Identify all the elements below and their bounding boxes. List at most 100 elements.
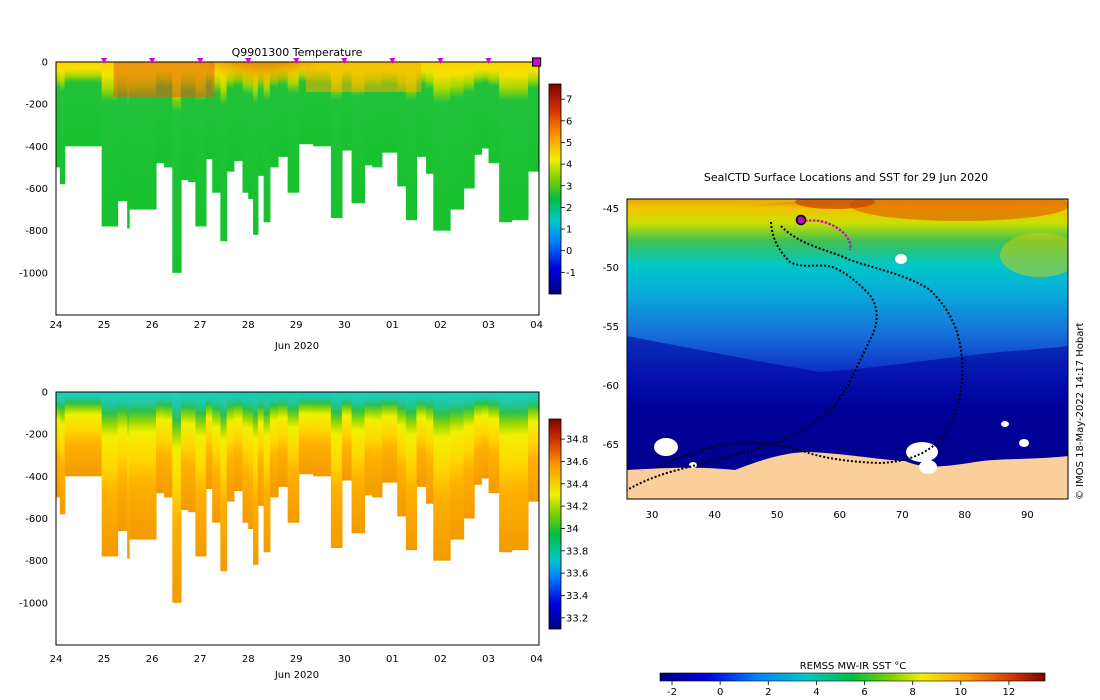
temperature-profile-column bbox=[129, 62, 144, 210]
map-y-tick-label: -60 bbox=[603, 381, 619, 392]
salinity-profile-column bbox=[257, 392, 265, 506]
x-tick-label: 24 bbox=[50, 654, 63, 665]
map-y-tick-label: -55 bbox=[603, 322, 619, 333]
map-x-tick-label: 30 bbox=[646, 510, 659, 521]
fresh-surface-layer bbox=[157, 392, 378, 431]
colorbar-tick-label: 34.2 bbox=[566, 502, 588, 513]
temperature-profile-column bbox=[463, 62, 475, 189]
map-x-ticks: 30 40 50 60 70 80 90 bbox=[646, 510, 1034, 521]
salinity-profile-column bbox=[488, 392, 500, 494]
x-tick-label: 26 bbox=[146, 320, 159, 331]
salinity-profile-column bbox=[474, 392, 482, 485]
x-tick-label: 03 bbox=[482, 654, 495, 665]
salinity-profile-column bbox=[341, 392, 353, 481]
temperature-profile-column bbox=[511, 62, 529, 221]
y-tick-label: -800 bbox=[25, 556, 48, 567]
sst-warm-patch-west bbox=[795, 199, 875, 209]
x-tick-label: 27 bbox=[194, 654, 207, 665]
temperature-profile-column bbox=[220, 62, 228, 242]
temperature-profile-column bbox=[341, 62, 353, 151]
colorbar-tick-label: 33.8 bbox=[566, 546, 588, 557]
temperature-profile-column bbox=[474, 62, 482, 155]
colorbar-tick-label: 6 bbox=[566, 116, 572, 127]
map-x-tick-label: 90 bbox=[1021, 510, 1034, 521]
y-tick-label: 0 bbox=[42, 388, 48, 399]
salinity-profile-column bbox=[481, 392, 490, 479]
salinity-profile-column bbox=[269, 392, 279, 498]
temperature-profile-column bbox=[416, 62, 427, 157]
temperature-profile-column bbox=[180, 62, 189, 181]
x-tick-label: 02 bbox=[434, 654, 447, 665]
temperature-profile-column bbox=[450, 62, 465, 210]
salinity-profile-column bbox=[364, 392, 373, 496]
salinity-profile-column bbox=[263, 392, 271, 553]
colorbar-tick-label: 34 bbox=[566, 524, 579, 535]
recent-track bbox=[800, 219, 852, 251]
sst-colorbar-tick-label: 0 bbox=[717, 687, 723, 698]
colorbar-tick-label: 33.2 bbox=[566, 613, 588, 624]
y-tick-label: -1000 bbox=[19, 268, 48, 279]
latest-profile-marker bbox=[531, 57, 542, 67]
temperature-profile-column bbox=[488, 62, 500, 164]
salinity-colorbar bbox=[548, 418, 562, 630]
profile-marker bbox=[149, 58, 156, 64]
temperature-profile-column bbox=[155, 62, 165, 164]
salinity-profile-column bbox=[164, 392, 173, 498]
temperature-profile-column bbox=[481, 62, 490, 149]
x-tick-label: 27 bbox=[194, 320, 207, 331]
temperature-profile-column bbox=[127, 62, 130, 229]
x-tick-label: 04 bbox=[530, 654, 543, 665]
temperature-y-ticks: 0 -200 -400 -600 -800 -1000 bbox=[19, 58, 48, 280]
temperature-profile-column bbox=[405, 62, 418, 221]
colorbar-tick-label: 33.6 bbox=[566, 569, 588, 580]
salinity-profile-column bbox=[381, 392, 398, 483]
colorbar-tick-label: 5 bbox=[566, 138, 572, 149]
salinity-profile-column bbox=[195, 392, 207, 557]
sst-colorbar-tick-label: 6 bbox=[861, 687, 867, 698]
x-tick-label: 01 bbox=[386, 654, 399, 665]
colorbar-tick-label: 4 bbox=[566, 160, 572, 171]
colorbar-tick-label: 34.8 bbox=[566, 435, 588, 446]
colorbar-tick-label: 3 bbox=[566, 181, 572, 192]
sst-warm-patch-east bbox=[850, 199, 1068, 221]
x-tick-label: 25 bbox=[98, 654, 111, 665]
antarctica-land bbox=[627, 452, 1068, 499]
sst-colorbar bbox=[659, 672, 1046, 682]
sea-ice-3 bbox=[919, 460, 937, 474]
salinity-profile-column bbox=[433, 392, 451, 561]
salinity-profile-column bbox=[117, 392, 128, 532]
salinity-profile-column bbox=[416, 392, 427, 487]
salinity-profile-column bbox=[220, 392, 228, 572]
profile-marker bbox=[389, 58, 396, 64]
temperature-profile-column bbox=[433, 62, 451, 231]
temperature-section-plot: Q9901300 Temperature 24 25 26 27 28 29 30 01 02 0… bbox=[19, 46, 576, 352]
salinity-profile-column bbox=[253, 392, 259, 565]
temperature-profile-column bbox=[64, 62, 79, 147]
x-tick-label: 25 bbox=[98, 320, 111, 331]
salinity-profile-column bbox=[77, 392, 103, 477]
sea-ice-1 bbox=[654, 438, 678, 456]
map-y-tick-label: -50 bbox=[603, 263, 619, 274]
salinity-profile-column bbox=[212, 392, 221, 523]
y-tick-label: -400 bbox=[25, 472, 48, 483]
salinity-profile-column bbox=[287, 392, 300, 523]
sst-cold-band bbox=[627, 336, 1068, 499]
x-tick-label: 29 bbox=[290, 320, 303, 331]
sst-colorbar-tick-label: 2 bbox=[765, 687, 771, 698]
temperature-profile-markers bbox=[101, 57, 542, 67]
temperature-profile-column bbox=[426, 62, 434, 174]
x-tick-label: 03 bbox=[482, 320, 495, 331]
x-tick-label: 30 bbox=[338, 654, 351, 665]
map-x-tick-label: 80 bbox=[958, 510, 971, 521]
temperature-profile-column bbox=[59, 62, 66, 185]
temperature-profile-column bbox=[77, 62, 103, 147]
profile-marker bbox=[101, 58, 108, 64]
temperature-colorbar-ticks: -1 0 1 2 3 4 5 6 7 bbox=[561, 95, 576, 279]
profile-marker bbox=[341, 58, 348, 64]
salinity-x-label: Jun 2020 bbox=[274, 670, 319, 681]
salinity-profile-column bbox=[59, 392, 66, 515]
temperature-profile-column bbox=[351, 62, 366, 204]
warm-water-core bbox=[180, 62, 345, 156]
x-tick-label: 01 bbox=[386, 320, 399, 331]
temperature-profile-column bbox=[372, 62, 383, 168]
